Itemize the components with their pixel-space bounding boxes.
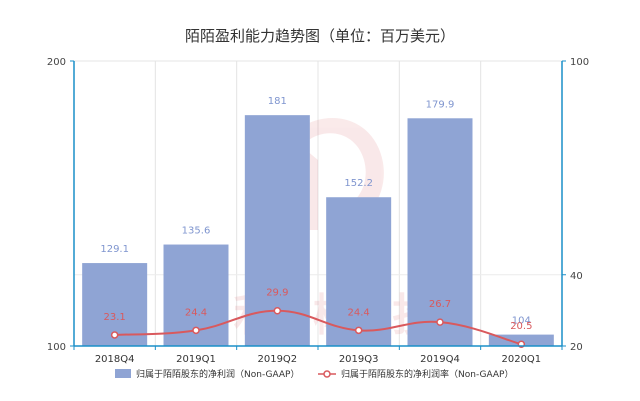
x-tick-label-2020Q1: 2020Q1 (501, 354, 541, 365)
bar-label-2019Q3: 152.2 (344, 178, 373, 189)
legend-swatch-marker (323, 370, 331, 378)
legend-label-line: 归属于陌陌股东的净利润率（Non-GAAP） (341, 368, 514, 380)
bars-layer: 129.1 135.6 181 152.2 179.9 104 (82, 96, 554, 347)
bar-2019Q4 (407, 118, 473, 346)
line-label-2019Q4: 26.7 (429, 299, 451, 310)
y-left-tick-label: 100 (47, 342, 66, 353)
x-tick-label-2018Q4: 2018Q4 (95, 354, 135, 365)
legend-swatch-bar (115, 369, 131, 378)
y-right-tick-label: 40 (570, 271, 583, 282)
line-point-2019Q2 (273, 306, 282, 315)
line-label-2019Q2: 29.9 (266, 288, 288, 299)
y-right-tick-label: 100 (570, 57, 589, 68)
bar-label-2019Q2: 181 (268, 96, 287, 107)
line-label-2020Q1: 20.5 (510, 321, 532, 332)
x-tick-label-2019Q3: 2019Q3 (339, 354, 379, 365)
legend-label-bar: 归属于陌陌股东的净利润（Non-GAAP） (136, 368, 300, 380)
grid-layer (74, 60, 562, 346)
bar-2019Q3 (326, 197, 392, 346)
bar-label-2019Q1: 135.6 (182, 226, 211, 237)
legend: 归属于陌陌股东的净利润（Non-GAAP） 归属于陌陌股东的净利润率（Non-GA… (115, 368, 514, 380)
bar-2020Q1 (488, 334, 554, 346)
x-tick-label-2019Q1: 2019Q1 (176, 354, 216, 365)
bar-label-2020Q1: 104 (512, 316, 531, 327)
line-point-2019Q4 (436, 318, 444, 326)
chart-title: 陌陌盈利能力趋势图（单位：百万美元） (185, 27, 455, 45)
x-tick-label-2019Q2: 2019Q2 (257, 354, 297, 365)
line-label-2019Q1: 24.4 (185, 307, 207, 318)
line-label-2019Q3: 24.4 (348, 307, 370, 318)
line-point-2018Q4 (110, 331, 119, 339)
axes-layer: 100 200 20 40 100 2018Q4 2019Q1 2019Q2 2019Q3 201… (47, 57, 589, 365)
line-point-2019Q1 (192, 326, 200, 335)
bar-label-2019Q4: 179.9 (426, 99, 455, 110)
x-tick-label-2019Q4: 2019Q4 (420, 354, 460, 365)
line-series-net-margin (114, 309, 522, 346)
line-point-2019Q3 (354, 326, 363, 335)
line-layer: 23.1 24.4 29.9 24.4 26.7 20.5 (104, 288, 532, 348)
y-left-tick-label: 200 (47, 57, 66, 68)
bar-label-2018Q4: 129.1 (100, 244, 129, 255)
y-right-tick-label: 20 (570, 342, 583, 353)
line-label-2018Q4: 23.1 (104, 312, 126, 323)
